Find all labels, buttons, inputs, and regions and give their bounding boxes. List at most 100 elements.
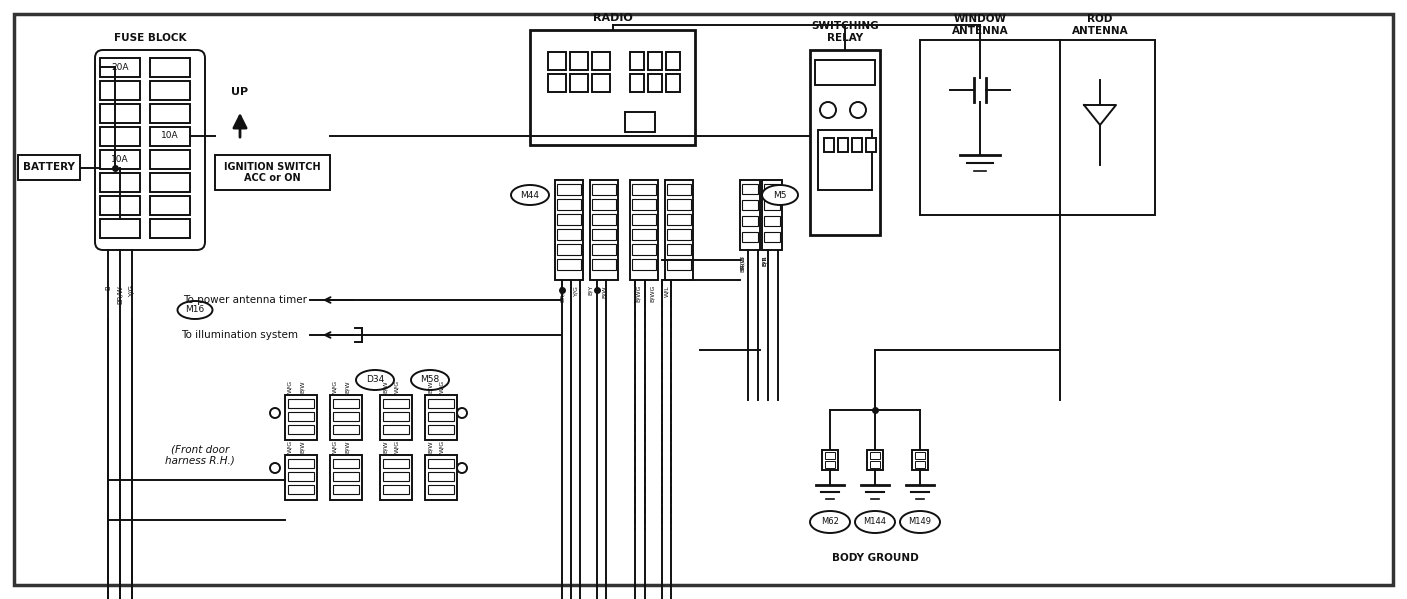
Bar [630, 52, 644, 70]
Bar [825, 138, 834, 152]
Text: M149: M149 [909, 518, 931, 527]
Bar [333, 472, 359, 481]
Bar [667, 184, 691, 195]
Bar [592, 259, 616, 270]
Text: BR/W: BR/W [117, 285, 122, 304]
Bar [825, 452, 834, 459]
Bar [530, 30, 695, 145]
Text: (Front door
harness R.H.): (Front door harness R.H.) [165, 444, 235, 466]
Bar [666, 52, 680, 70]
Bar [630, 74, 644, 92]
Bar [667, 214, 691, 225]
Bar [667, 244, 691, 255]
Text: M58: M58 [421, 376, 439, 385]
Text: M44: M44 [521, 190, 539, 199]
Bar [383, 412, 409, 421]
Bar [867, 450, 884, 470]
Bar [764, 232, 779, 242]
Bar [592, 229, 616, 240]
Bar [817, 130, 872, 190]
Bar [666, 180, 694, 280]
Bar [632, 184, 656, 195]
Text: M16: M16 [186, 305, 204, 314]
Bar [912, 450, 929, 470]
Bar [331, 395, 362, 440]
Text: M144: M144 [864, 518, 886, 527]
Bar [592, 74, 611, 92]
Text: W/G: W/G [394, 440, 400, 453]
Circle shape [270, 463, 280, 473]
Bar [557, 229, 581, 240]
Bar [333, 412, 359, 421]
Bar [630, 180, 658, 280]
Bar [741, 200, 758, 210]
Text: B/W: B/W [300, 440, 304, 453]
Bar [870, 452, 879, 459]
Circle shape [457, 408, 467, 418]
Bar [151, 150, 190, 169]
Bar [100, 173, 141, 192]
Bar [554, 180, 582, 280]
Bar [666, 74, 680, 92]
Bar [425, 455, 457, 500]
Bar [667, 229, 691, 240]
Bar [100, 81, 141, 100]
Text: BATTERY: BATTERY [23, 162, 75, 173]
Bar [557, 199, 581, 210]
Bar [592, 52, 611, 70]
Bar [839, 138, 848, 152]
Text: WINDOW
ANTENNA: WINDOW ANTENNA [951, 14, 1009, 36]
Bar [100, 104, 141, 123]
Text: W/G: W/G [439, 380, 445, 393]
Bar [383, 425, 409, 434]
Bar [547, 74, 566, 92]
Text: BR/B: BR/B [740, 255, 744, 270]
Ellipse shape [411, 370, 449, 390]
Bar [428, 425, 454, 434]
Text: BODY GROUND: BODY GROUND [832, 553, 919, 563]
Bar [383, 472, 409, 481]
Bar [741, 232, 758, 242]
Circle shape [850, 102, 865, 118]
Text: Y/G: Y/G [574, 285, 578, 296]
Text: Y/G: Y/G [129, 285, 135, 297]
Ellipse shape [900, 511, 940, 533]
Bar [428, 472, 454, 481]
Text: W/G: W/G [287, 440, 293, 453]
Text: D34: D34 [366, 376, 384, 385]
Text: W/G: W/G [332, 380, 338, 393]
Bar [590, 180, 618, 280]
Bar [383, 459, 409, 468]
Bar [557, 184, 581, 195]
Bar [741, 184, 758, 194]
Ellipse shape [177, 301, 212, 319]
Bar [151, 58, 190, 77]
Text: B/W: B/W [345, 440, 349, 453]
Bar [288, 412, 314, 421]
Text: W/G: W/G [394, 380, 400, 393]
Text: B/W: B/W [300, 380, 304, 393]
Bar [428, 485, 454, 494]
Bar [380, 455, 412, 500]
Bar [333, 399, 359, 408]
Bar [151, 104, 190, 123]
Ellipse shape [356, 370, 394, 390]
Bar [288, 459, 314, 468]
Text: 20A: 20A [111, 62, 129, 71]
Bar [915, 461, 924, 468]
Bar [632, 259, 656, 270]
Text: B: B [106, 285, 111, 290]
Bar [151, 173, 190, 192]
Text: B/B: B/B [761, 255, 767, 265]
Bar [764, 184, 779, 194]
Text: M5: M5 [774, 190, 787, 199]
Bar [632, 244, 656, 255]
Bar [425, 395, 457, 440]
Bar [853, 138, 862, 152]
Bar [288, 399, 314, 408]
Bar [286, 455, 317, 500]
Bar [625, 112, 656, 132]
Bar [920, 40, 1155, 215]
Text: B/W: B/W [345, 380, 349, 393]
Bar [288, 485, 314, 494]
